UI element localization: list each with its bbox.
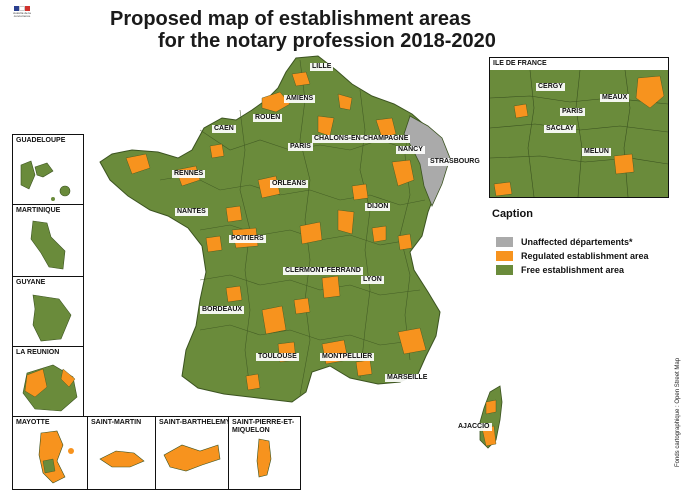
legend-label-regulated: Regulated establishment area: [521, 251, 649, 261]
city-label-ajaccio: AJACCIO: [456, 423, 492, 431]
inset-la-reunion: LA REUNION: [12, 346, 84, 418]
city-label-lyon: LYON: [361, 276, 384, 284]
mayotte-map: [38, 430, 74, 484]
corsica-regulated-north: [485, 399, 497, 415]
city-label-strasbourg: STRASBOURG: [428, 158, 482, 166]
unaffected-area: [403, 115, 451, 208]
city-label-toulouse: TOULOUSE: [256, 353, 299, 361]
martinique-map: [30, 220, 66, 270]
la-reunion-map: [22, 364, 78, 412]
legend-swatch-regulated: [496, 251, 513, 261]
city-label-caen: CAEN: [212, 125, 236, 133]
idf-label-meaux: MEAUX: [600, 94, 630, 102]
saint-barthelemy-map: [163, 444, 221, 472]
inset-saint-pierre-et-miquelon: SAINT-PIERRE-ET-MIQUELON: [228, 416, 301, 490]
city-label-dijon: DIJON: [365, 203, 391, 211]
ile-de-france-map: [490, 69, 668, 197]
inset-title-mayotte: MAYOTTE: [16, 419, 50, 426]
city-label-chalons: CHALONS-EN-CHAMPAGNE: [312, 135, 411, 143]
map-source-note: Fonds cartographique : Open Street Map: [675, 357, 681, 467]
inset-title-guadeloupe: GUADELOUPE: [16, 137, 66, 144]
idf-label-saclay: SACLAY: [544, 125, 577, 133]
city-label-paris: PARIS: [288, 143, 313, 151]
saint-martin-map: [99, 450, 145, 468]
saint-pierre-map: [256, 438, 272, 478]
inset-mayotte: MAYOTTE: [12, 416, 89, 490]
inset-saint-barthelemy: SAINT-BARTHELEMY: [155, 416, 231, 490]
city-label-nancy: NANCY: [396, 146, 425, 154]
city-label-bordeaux: BORDEAUX: [200, 306, 245, 314]
city-label-montpellier: MONTPELLIER: [320, 353, 375, 361]
guyane-map: [32, 294, 72, 342]
guadeloupe-map: [20, 160, 71, 201]
inset-title-saint-pierre-et-miquelon: SAINT-PIERRE-ET-MIQUELON: [232, 419, 295, 434]
legend-label-unaffected: Unaffected départements*: [521, 237, 633, 247]
inset-title-martinique: MARTINIQUE: [16, 207, 61, 214]
city-label-amiens: AMIENS: [284, 95, 316, 103]
city-label-clermont: CLERMONT-FERRAND: [283, 267, 363, 275]
city-label-rennes: RENNES: [172, 170, 206, 178]
department-borders: [159, 59, 426, 396]
title-line-2: for the notary profession 2018-2020: [158, 30, 496, 52]
city-label-orleans: ORLEANS: [270, 180, 309, 188]
city-label-lille: LILLE: [310, 63, 334, 71]
idf-label-paris: PARIS: [560, 108, 585, 116]
legend-item-regulated: Regulated establishment area: [496, 250, 649, 262]
page-title: Proposed map of establishment areas for …: [96, 8, 496, 52]
idf-label-melun: MELUN: [582, 148, 611, 156]
authority-logo: Autorité de la concurrence: [6, 6, 38, 26]
inset-title-saint-martin: SAINT-MARTIN: [91, 419, 142, 426]
inset-title-guyane: GUYANE: [16, 279, 46, 286]
city-label-nantes: NANTES: [175, 208, 208, 216]
inset-martinique: MARTINIQUE: [12, 204, 84, 278]
legend-item-free: Free establishment area: [496, 264, 624, 276]
legend-title: Caption: [492, 208, 533, 220]
legend-label-free: Free establishment area: [521, 265, 625, 275]
inset-title-ile-de-france: ILE DE FRANCE: [493, 60, 547, 67]
inset-ile-de-france: ILE DE FRANCE CERGY MEAUX PARIS SACLAY M…: [489, 57, 669, 198]
inset-title-la-reunion: LA REUNION: [16, 349, 60, 356]
idf-label-cergy: CERGY: [536, 83, 565, 91]
legend-swatch-free: [496, 265, 513, 275]
legend-swatch-unaffected: [496, 237, 513, 247]
city-label-marseille: MARSEILLE: [385, 374, 430, 382]
city-label-poitiers: POITIERS: [229, 235, 266, 243]
logo-text: Autorité de la concurrence: [13, 11, 31, 18]
inset-title-saint-barthelemy: SAINT-BARTHELEMY: [159, 419, 231, 426]
city-label-rouen: ROUEN: [253, 114, 283, 122]
legend-item-unaffected: Unaffected départements*: [496, 236, 633, 248]
title-line-1: Proposed map of establishment areas: [110, 8, 472, 30]
inset-guyane: GUYANE: [12, 276, 84, 348]
inset-guadeloupe: GUADELOUPE: [12, 134, 84, 206]
flag-icon: [14, 6, 31, 11]
inset-saint-martin: SAINT-MARTIN: [87, 416, 157, 490]
